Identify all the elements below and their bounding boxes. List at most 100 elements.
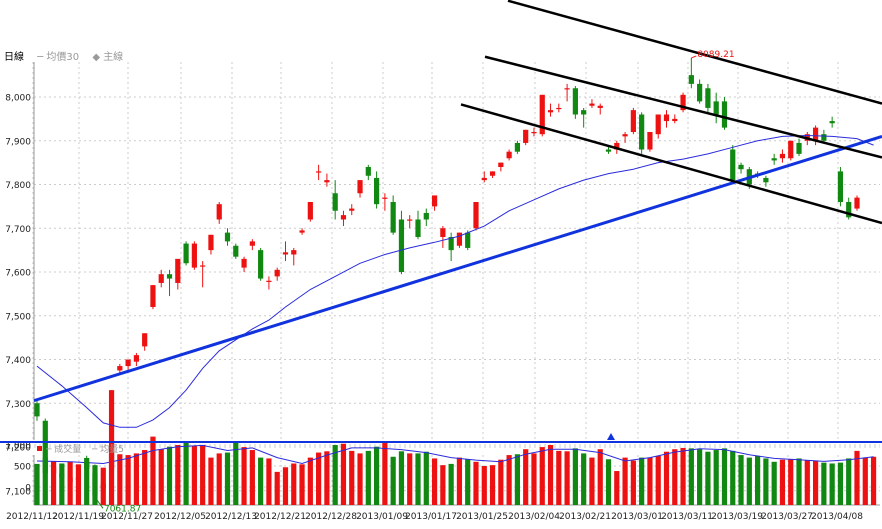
volume-bar (316, 452, 322, 505)
candle-body (680, 94, 686, 111)
candle-body (34, 403, 40, 417)
volume-bar (42, 457, 48, 505)
candle-body (738, 164, 744, 170)
candle-body (373, 177, 380, 205)
ma30-line (36, 134, 874, 428)
volume-bar (324, 451, 330, 505)
volume-bar (332, 445, 338, 505)
candle-body (84, 457, 90, 469)
candle-body (349, 208, 355, 211)
period-label: 日線 (4, 52, 24, 63)
volume-bar (523, 449, 529, 505)
candle-body (316, 171, 322, 173)
date-tick-label: 2013/03/27 (761, 512, 813, 522)
volume-bar (688, 448, 694, 505)
volume-bar (299, 464, 305, 505)
candle-body (556, 107, 562, 110)
price-tick-label: 7,800 (5, 181, 31, 191)
volume-bar (622, 457, 628, 505)
low-value-label: 7061.87 (104, 504, 141, 514)
candle-body (249, 241, 255, 246)
volume-bar (796, 458, 802, 505)
volume-bar (705, 451, 711, 505)
volume-bar (166, 446, 173, 505)
volume-legend: ─ 成交量 ─ 均量5 (37, 443, 124, 455)
volume-bar (349, 450, 355, 505)
candle-body (365, 167, 371, 176)
volume-bar (788, 459, 794, 505)
candle-body (191, 243, 197, 268)
volume-bar (771, 461, 777, 505)
candle-body (837, 171, 844, 202)
volume-bar (539, 447, 545, 505)
candle-body (50, 466, 57, 474)
volume-bar (183, 442, 189, 505)
candle-body (398, 219, 405, 272)
price-tick-label: 7,200 (5, 444, 31, 454)
candle-body (382, 197, 388, 199)
volume-tick-label: 1,000 (5, 442, 31, 452)
candle-body (779, 153, 786, 159)
candle-body (291, 250, 297, 255)
candle-body (108, 390, 115, 469)
volume-bar (456, 457, 463, 505)
candle-body (92, 473, 98, 496)
candle-body (639, 114, 645, 150)
date-tick-label: 2013/01/09 (356, 512, 408, 522)
candle-body (125, 359, 131, 367)
volume-legend-label: ─ 成交量 (45, 443, 81, 455)
price-tick-label: 7,700 (5, 225, 31, 235)
volume-bar (75, 464, 82, 505)
volume-bar (357, 453, 363, 505)
date-tick-label: 2012/11/27 (101, 512, 153, 522)
candle-body (672, 118, 678, 122)
candle-body (59, 473, 65, 478)
volume-bar (746, 457, 752, 505)
candle-body (67, 477, 73, 482)
candle-body (224, 232, 231, 242)
volume-bar (498, 459, 504, 505)
candle-body (614, 142, 620, 150)
candle-body (299, 230, 305, 233)
candle-body (208, 234, 214, 251)
candle-body (142, 333, 148, 347)
volume-bar (241, 447, 247, 505)
candle-body (730, 149, 736, 181)
volume-bar (672, 449, 678, 505)
volume-bar (514, 454, 521, 505)
candle-body (713, 101, 719, 115)
candle-body (216, 204, 222, 220)
candle-body (415, 219, 421, 237)
date-tick-label: 2013/03/11 (661, 512, 713, 522)
volume-bar (431, 458, 438, 505)
volume-bar (489, 465, 496, 505)
price-tick-label: 7,100 (5, 487, 31, 497)
price-tick-label: 7,400 (5, 356, 31, 366)
candle-body (763, 177, 769, 183)
volume-bar (862, 457, 868, 505)
volume-bar (117, 454, 123, 505)
legend-aux: ◆ 主線 (92, 52, 124, 63)
candle-body (589, 103, 595, 106)
date-tick-label: 2013/04/08 (811, 512, 863, 522)
date-tick-label: 2012/11/12 (6, 512, 58, 522)
volume-bar (84, 462, 90, 505)
volume-bar (829, 463, 835, 505)
uptrend-line (33, 134, 882, 403)
date-tick-label: 2012/12/13 (205, 512, 257, 522)
volume-bar (597, 449, 603, 505)
volume-bar (440, 465, 446, 505)
volume-bar (142, 450, 148, 505)
volume-bar (630, 460, 636, 505)
volume-bar (854, 450, 860, 505)
candle-body (440, 228, 446, 237)
candle-body (705, 88, 711, 108)
candle-body (150, 285, 156, 307)
volume-bar (663, 451, 670, 505)
candle-body (175, 258, 181, 283)
candle-body (75, 477, 82, 480)
candle-body (531, 132, 537, 134)
price-tick-label: 8,000 (5, 94, 31, 104)
volume-bar (506, 455, 512, 505)
candles (34, 57, 860, 504)
